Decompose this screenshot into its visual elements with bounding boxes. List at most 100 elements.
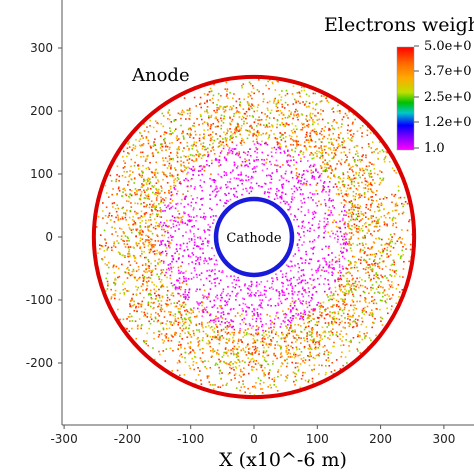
electron-point (244, 152, 247, 155)
electron-point (367, 254, 369, 256)
electron-point (378, 141, 381, 143)
electron-point (297, 181, 299, 184)
electron-point (167, 337, 170, 339)
electron-point (351, 204, 354, 206)
electron-point (294, 284, 297, 287)
electron-point (133, 220, 135, 223)
electron-point (128, 248, 131, 251)
electron-point (308, 119, 311, 121)
electron-point (133, 303, 136, 306)
electron-point (130, 206, 133, 208)
electron-point (197, 236, 199, 239)
electron-point (144, 212, 146, 215)
electron-point (161, 171, 164, 173)
electron-point (179, 180, 181, 183)
electron-point (366, 185, 369, 187)
electron-point (289, 284, 292, 286)
electron-point (140, 193, 143, 195)
electron-point (363, 332, 366, 335)
electron-point (320, 315, 323, 318)
electron-point (401, 202, 403, 205)
electron-point (216, 297, 219, 300)
electron-point (373, 298, 376, 301)
electron-point (340, 202, 343, 204)
electron-point (235, 128, 238, 130)
electron-point (348, 240, 350, 243)
electron-point (250, 105, 252, 108)
electron-point (385, 150, 388, 153)
electron-point (290, 310, 292, 313)
electron-point (271, 172, 274, 174)
electron-point (269, 174, 272, 177)
electron-point (246, 122, 248, 125)
electron-point (375, 216, 378, 219)
electron-point (387, 211, 390, 214)
electron-point (295, 317, 297, 319)
electron-point (190, 321, 192, 323)
electron-point (284, 202, 287, 205)
electron-point (332, 205, 334, 207)
electron-point (220, 127, 222, 130)
electron-point (277, 100, 280, 102)
electron-point (259, 143, 262, 146)
electron-point (162, 269, 165, 271)
electron-point (220, 296, 223, 299)
electron-point (253, 105, 255, 108)
electron-point (280, 198, 283, 200)
electron-point (354, 304, 356, 307)
electron-point (393, 263, 395, 266)
electron-point (373, 225, 376, 228)
electron-point (308, 102, 311, 105)
electron-point (162, 224, 165, 227)
electron-point (238, 98, 241, 100)
electron-point (216, 263, 218, 266)
electron-point (339, 250, 342, 253)
electron-point (402, 245, 404, 248)
electron-point (322, 188, 325, 191)
electron-point (184, 332, 186, 335)
electron-point (349, 315, 351, 318)
electron-point (357, 174, 360, 177)
electron-point (219, 187, 222, 190)
electron-point (199, 236, 201, 238)
electron-point (311, 335, 313, 338)
electron-point (131, 219, 134, 221)
electron-point (387, 238, 390, 240)
electron-point (290, 201, 293, 203)
electron-point (323, 186, 325, 189)
electron-point (368, 145, 370, 148)
electron-point (149, 250, 152, 253)
electron-point (214, 364, 217, 366)
electron-point (118, 298, 121, 301)
electron-point (137, 164, 139, 167)
electron-point (254, 347, 257, 350)
electron-point (328, 261, 331, 263)
electron-point (135, 213, 138, 215)
electron-point (290, 345, 292, 348)
electron-point (214, 117, 217, 120)
electron-point (229, 198, 232, 201)
electron-point (162, 171, 165, 174)
electron-point (190, 205, 192, 207)
electron-point (338, 137, 341, 139)
electron-point (157, 336, 160, 338)
electron-point (292, 276, 295, 279)
electron-point (348, 325, 351, 328)
electron-point (294, 300, 297, 302)
electron-point (256, 156, 258, 159)
electron-point (301, 128, 303, 131)
electron-point (342, 141, 345, 144)
electron-point (135, 293, 138, 295)
electron-point (295, 379, 297, 382)
electron-point (187, 331, 189, 333)
electron-point (348, 292, 350, 294)
electron-point (217, 173, 220, 176)
electron-point (302, 286, 304, 289)
electron-point (229, 122, 231, 125)
electron-point (138, 318, 141, 320)
electron-point (298, 266, 301, 269)
electron-point (250, 280, 253, 283)
electron-point (250, 358, 253, 361)
electron-point (160, 145, 163, 147)
electron-point (157, 330, 160, 333)
